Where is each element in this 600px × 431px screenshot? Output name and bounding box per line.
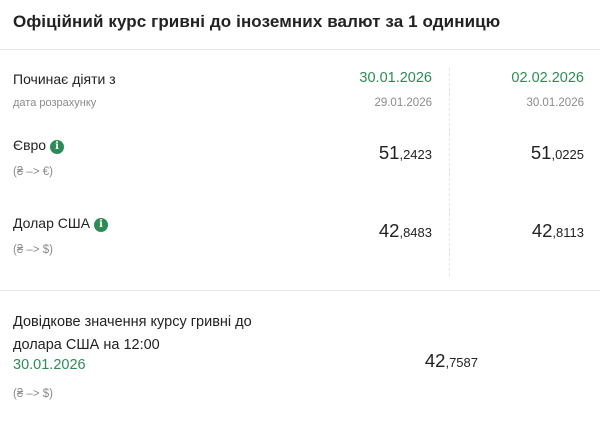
euro-rate-col1: 51,2423 <box>379 142 432 164</box>
usd-rate-col2: 42,8113 <box>532 220 584 242</box>
currency-label: Євро <box>13 137 47 153</box>
page-title: Офіційний курс гривні до іноземних валют… <box>13 12 501 31</box>
rate-fraction: ,8113 <box>552 225 584 240</box>
rate-integer: 42 <box>531 220 553 241</box>
rate-integer: 51 <box>530 142 552 163</box>
reference-direction: (₴ –> $) <box>13 388 53 400</box>
currency-direction: (₴ –> $) <box>13 244 53 256</box>
col1-effective-date: 30.01.2026 <box>359 70 432 86</box>
rate-integer: 42 <box>424 350 446 371</box>
currency-name-usd: Долар США i <box>13 215 109 232</box>
rate-fraction: ,7587 <box>445 355 478 370</box>
reference-title: Довідкове значення курсу гривні до долар… <box>13 314 252 353</box>
usd-rate-col1: 42,8483 <box>379 220 432 242</box>
rate-integer: 42 <box>378 220 400 241</box>
rate-fraction: ,0225 <box>551 147 584 162</box>
column-divider <box>449 68 450 276</box>
reference-rate: 42,7587 <box>425 350 478 372</box>
effective-date-label: Починає діяти з <box>13 71 116 87</box>
rate-integer: 51 <box>378 142 400 163</box>
calculation-date-label: дата розрахунку <box>13 97 97 109</box>
rate-fraction: ,2423 <box>399 147 432 162</box>
euro-rate-col2: 51,0225 <box>531 142 584 164</box>
currency-direction: (₴ –> €) <box>13 166 53 178</box>
page-header: Офіційний курс гривні до іноземних валют… <box>0 0 600 50</box>
col2-effective-date: 02.02.2026 <box>511 70 584 86</box>
reference-date: 30.01.2026 <box>13 357 86 373</box>
col1-calculation-date: 29.01.2026 <box>374 97 432 109</box>
section-divider <box>0 290 600 291</box>
rate-fraction: ,8483 <box>399 225 432 240</box>
currency-label: Долар США <box>13 215 91 231</box>
info-icon[interactable]: i <box>50 140 65 154</box>
currency-name-euro: Євро i <box>13 137 65 154</box>
col2-calculation-date: 30.01.2026 <box>526 97 584 109</box>
info-icon[interactable]: i <box>94 218 109 232</box>
